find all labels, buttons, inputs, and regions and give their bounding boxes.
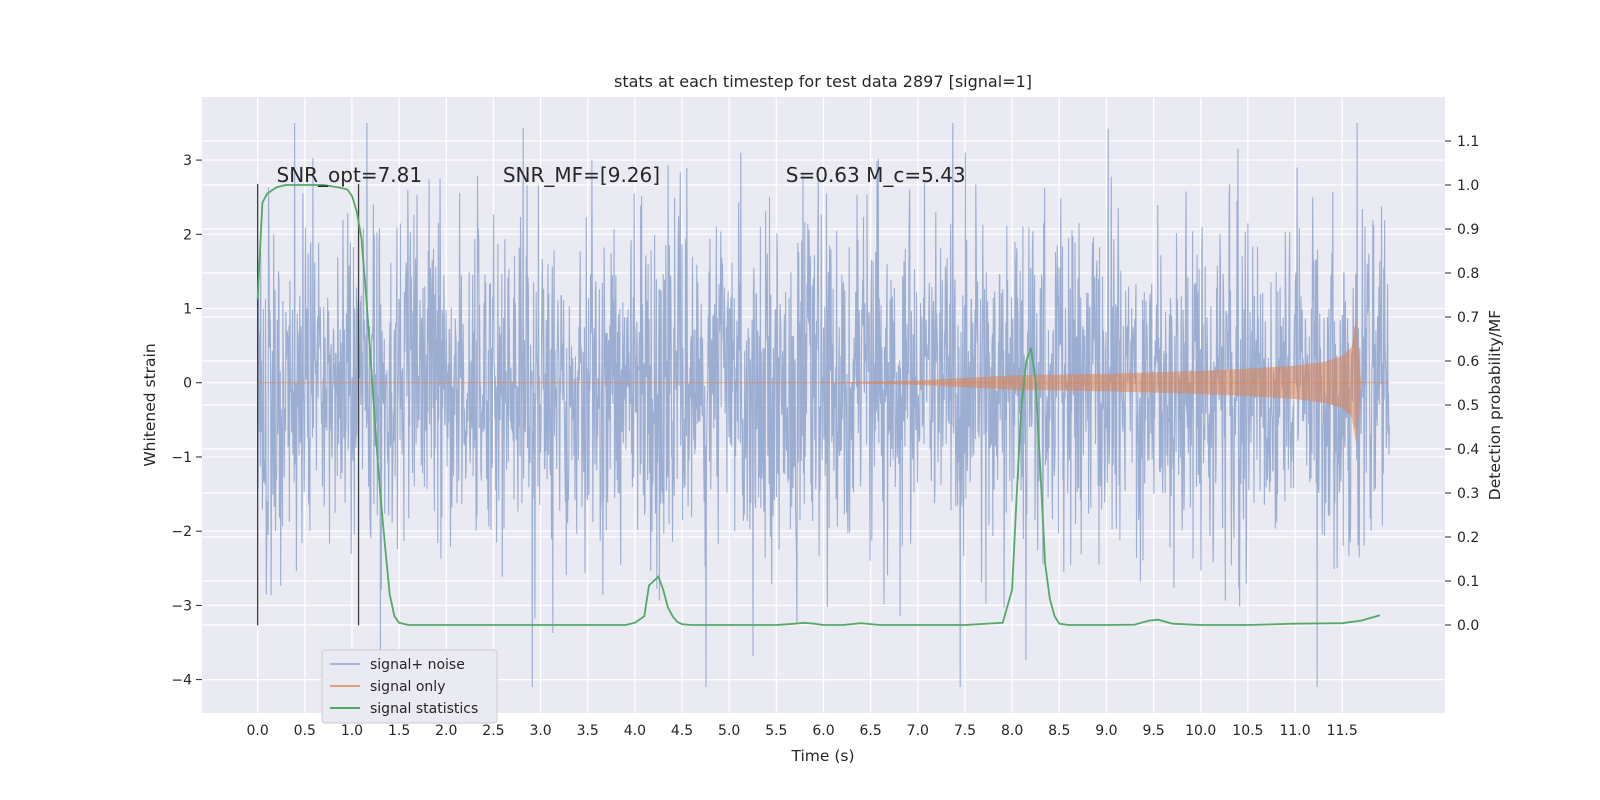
right-y-tick-label: 0.3: [1457, 486, 1479, 502]
x-tick-label: 6.5: [860, 723, 882, 739]
right-y-tick-label: 0.8: [1457, 266, 1479, 282]
right-y-tick-label: 0.6: [1457, 354, 1479, 370]
x-tick-label: 8.0: [1001, 723, 1023, 739]
x-axis-ticks: 0.0 0.5 1.0 1.5 2.0 2.5 3.0 3.5 4.0 4.5 5.0 5.5 6.0 6…: [247, 723, 1358, 739]
y-tick-label: −1: [171, 450, 192, 466]
series-signal-plus-noise: [257, 122, 1390, 688]
x-tick-label: 11.0: [1279, 723, 1310, 739]
marker-lines: [256, 183, 360, 626]
annotations: SNR_opt=7.81 SNR_MF=[9.26] S=0.63 M_c=5.43: [277, 163, 966, 187]
legend-label: signal statistics: [370, 701, 478, 717]
right-y-tick-label: 1.1: [1457, 134, 1479, 150]
right-y-tick-label: 0.1: [1457, 574, 1479, 590]
series-signal-only: [257, 318, 1390, 445]
x-tick-label: 2.5: [482, 723, 504, 739]
x-tick-label: 3.0: [529, 723, 551, 739]
legend: signal+ noise signal only signal statistic…: [321, 649, 498, 724]
y-tick-label: −4: [171, 673, 192, 689]
y-tick-label: 2: [183, 227, 192, 243]
y-tick-label: 3: [183, 153, 192, 169]
y-tick-label: 1: [183, 302, 192, 318]
x-tick-label: 4.5: [671, 723, 693, 739]
legend-label: signal+ noise: [370, 657, 465, 673]
chart-title: stats at each timestep for test data 289…: [614, 72, 1032, 91]
annotation-text: S=0.63 M_c=5.43: [786, 163, 966, 187]
signal-statistics-line: [256, 184, 1381, 626]
annotation-text: SNR_opt=7.81: [277, 163, 423, 187]
right-y-axis-ticks: 0.0 0.1 0.2 0.3 0.4 0.5 0.6 0.7 0.8 0.9 1.0 1.1: [1445, 134, 1479, 634]
x-axis-label: Time (s): [790, 747, 854, 765]
x-tick-label: 0.0: [247, 723, 269, 739]
x-tick-label: 5.5: [765, 723, 787, 739]
x-tick-label: 5.0: [718, 723, 740, 739]
x-tick-label: 10.5: [1232, 723, 1263, 739]
y-tick-label: 0: [183, 376, 192, 392]
y-axis-label: Whitened strain: [141, 343, 159, 466]
x-tick-label: 0.5: [294, 723, 316, 739]
legend-box: [321, 649, 498, 724]
x-tick-label: 1.5: [388, 723, 410, 739]
signal-plus-noise-line: [257, 122, 1390, 688]
right-y-tick-label: 0.9: [1457, 222, 1479, 238]
x-tick-label: 7.0: [907, 723, 929, 739]
x-tick-label: 1.0: [341, 723, 363, 739]
right-y-tick-label: 0.0: [1457, 618, 1479, 634]
y-tick-label: −2: [171, 524, 192, 540]
right-y-tick-label: 1.0: [1457, 178, 1479, 194]
x-tick-label: 9.5: [1142, 723, 1164, 739]
y-axis-ticks: −4 −3 −2 −1 0 1 2 3: [171, 153, 202, 689]
right-y-tick-label: 0.5: [1457, 398, 1479, 414]
right-y-tick-label: 0.7: [1457, 310, 1479, 326]
x-tick-label: 3.5: [577, 723, 599, 739]
right-y-axis-label: Detection probability/MF: [1486, 310, 1504, 501]
x-tick-label: 4.0: [624, 723, 646, 739]
x-tick-label: 2.0: [435, 723, 457, 739]
right-y-tick-label: 0.2: [1457, 530, 1479, 546]
signal-only-envelope: [257, 318, 1362, 445]
x-tick-label: 9.0: [1095, 723, 1117, 739]
legend-label: signal only: [370, 679, 445, 695]
x-tick-label: 10.0: [1185, 723, 1216, 739]
x-tick-label: 11.5: [1327, 723, 1358, 739]
x-tick-label: 6.0: [812, 723, 834, 739]
y-tick-label: −3: [171, 598, 192, 614]
x-tick-label: 7.5: [954, 723, 976, 739]
right-y-tick-label: 0.4: [1457, 442, 1479, 458]
series-signal-statistics: [256, 184, 1381, 626]
annotation-text: SNR_MF=[9.26]: [503, 163, 660, 187]
x-tick-label: 8.5: [1048, 723, 1070, 739]
